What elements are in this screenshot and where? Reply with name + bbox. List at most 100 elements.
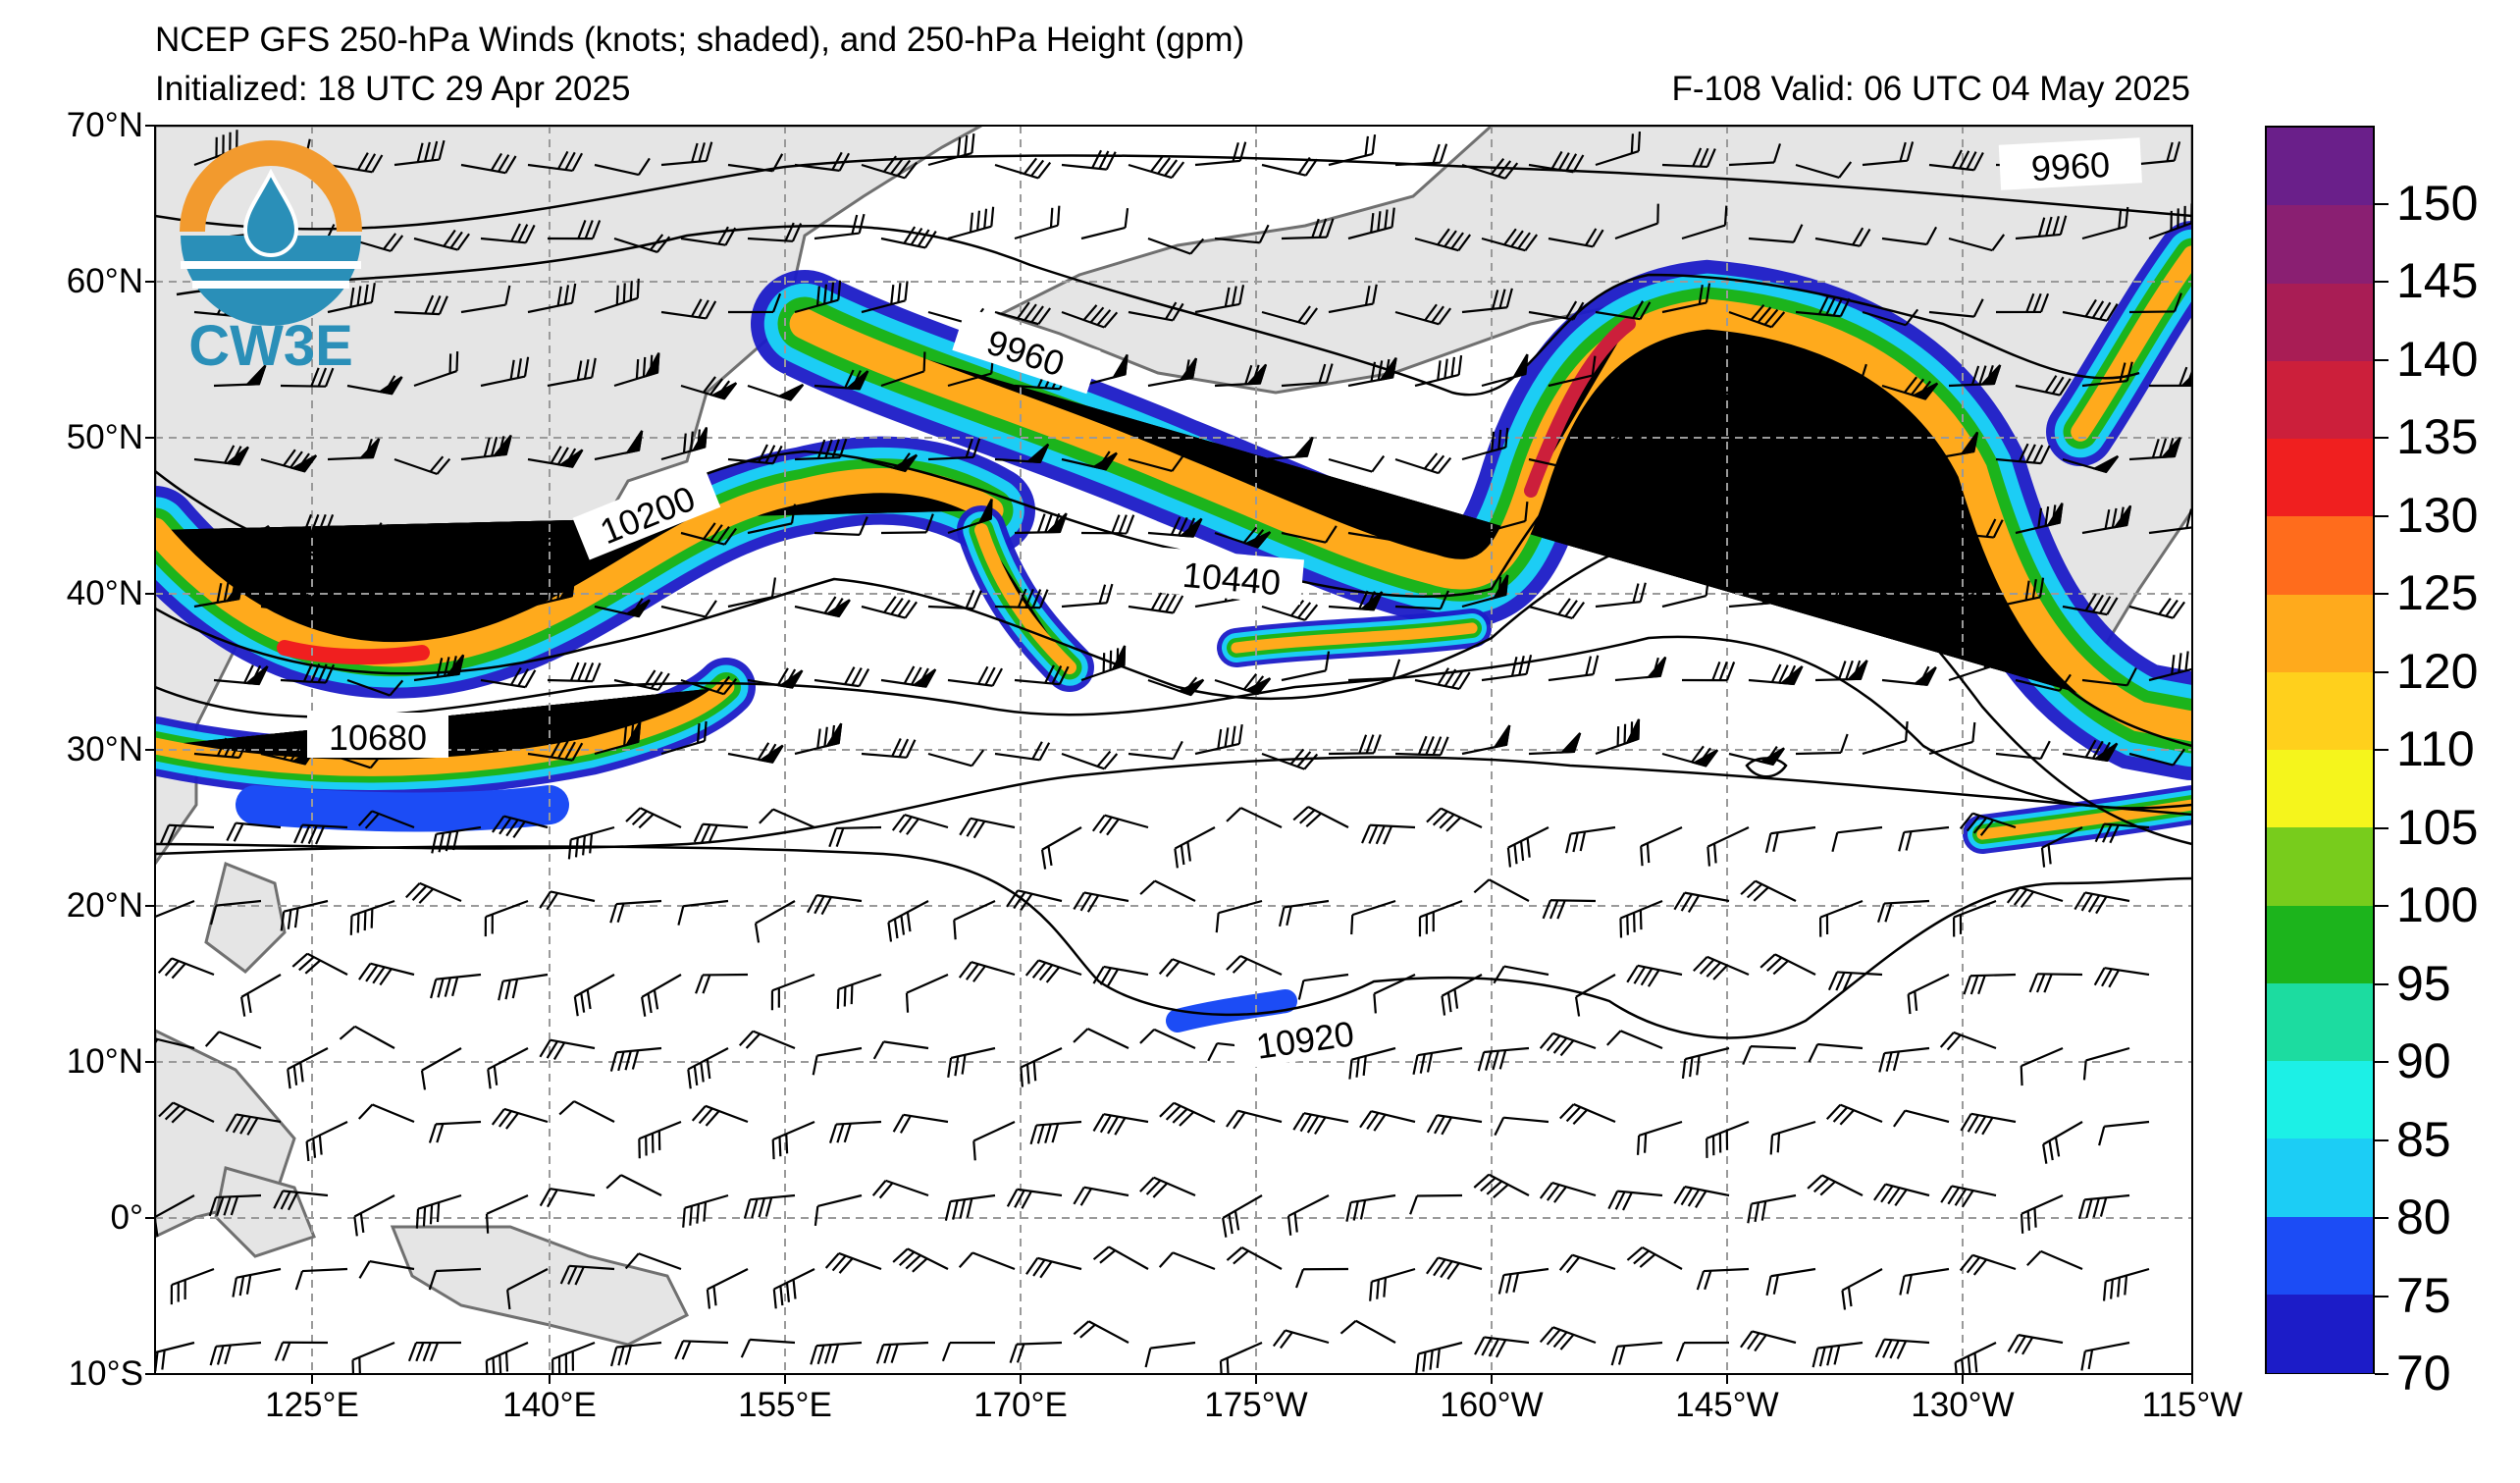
- wind-barb: [480, 522, 537, 542]
- wind-barb: [1328, 590, 1384, 611]
- colorbar-tick: [2375, 203, 2389, 205]
- wind-barb: [861, 452, 919, 473]
- wind-barb: [1995, 577, 2045, 609]
- wind-barb: [1795, 444, 1851, 464]
- wind-barb: [1565, 825, 1616, 854]
- wind-barb: [1222, 1194, 1263, 1238]
- colorbar-cell: [2267, 1139, 2373, 1217]
- wind-barb: [1461, 427, 1509, 461]
- wind-barb: [260, 593, 316, 613]
- wind-barb: [1696, 1267, 1750, 1291]
- wind-barb: [1862, 141, 1915, 167]
- wind-barb: [927, 438, 981, 461]
- wind-barb: [1159, 1101, 1216, 1127]
- wind-barb: [1640, 826, 1683, 867]
- wind-barb: [539, 890, 596, 911]
- wind-barb: [155, 899, 195, 919]
- lat-label: 50°N: [66, 418, 143, 456]
- wind-barb: [1040, 826, 1082, 870]
- wind-barb: [558, 1100, 615, 1123]
- wind-barb: [1661, 283, 1711, 314]
- wind-barb: [1940, 1185, 1997, 1208]
- wind-barb: [1261, 600, 1319, 621]
- wind-barb: [1548, 228, 1604, 248]
- wind-barb: [1928, 721, 1976, 756]
- wind-barb: [1907, 974, 1950, 1015]
- wind-barb: [193, 130, 238, 167]
- wind-barb: [2026, 1249, 2083, 1271]
- colorbar-label: 140: [2396, 331, 2479, 387]
- wind-barb: [1673, 891, 1730, 913]
- wind-barb: [1328, 133, 1377, 167]
- wind-barb: [551, 1341, 596, 1374]
- wind-barb: [1029, 1120, 1082, 1145]
- wind-barb: [1006, 1188, 1063, 1209]
- wind-barb: [2015, 503, 2064, 535]
- wind-barb: [1748, 499, 1794, 535]
- wind-barb: [346, 375, 403, 396]
- wind-barb: [413, 351, 459, 388]
- wind-barb: [1147, 357, 1197, 388]
- wind-barb: [1876, 899, 1930, 923]
- wind-barb: [407, 1341, 462, 1362]
- wind-barb: [1764, 825, 1816, 854]
- wind-barb: [1881, 226, 1938, 246]
- wind-barb: [1473, 1173, 1530, 1199]
- wind-barb: [1595, 582, 1647, 609]
- wind-barb: [1297, 973, 1349, 1000]
- wind-barb: [1219, 1341, 1263, 1374]
- wind-barb: [260, 449, 318, 473]
- colorbar-tick: [2375, 1295, 2389, 1298]
- wind-barb: [1740, 879, 1797, 902]
- wind-barb: [280, 513, 335, 535]
- wind-barb: [1497, 1267, 1549, 1295]
- wind-barb: [1728, 448, 1785, 470]
- wind-barb: [2102, 1267, 2150, 1301]
- wind-barb: [480, 223, 536, 244]
- wind-barb: [605, 1174, 662, 1196]
- colorbar-label: 105: [2396, 799, 2479, 855]
- wind-barb: [1528, 150, 1585, 174]
- wind-barb: [743, 1193, 796, 1219]
- wind-barb: [2077, 1193, 2130, 1219]
- wind-barb: [353, 1194, 395, 1237]
- wind-barb: [1474, 1336, 1530, 1358]
- colorbar-label: 85: [2396, 1111, 2451, 1167]
- wind-barb: [994, 301, 1052, 326]
- wind-barb: [1795, 584, 1848, 609]
- wind-barb: [1061, 304, 1119, 329]
- wind-barb: [240, 974, 282, 1017]
- wind-barb: [193, 737, 249, 760]
- wind-barb: [1681, 384, 1739, 402]
- wind-barb: [484, 899, 529, 937]
- wind-barb: [1073, 1186, 1129, 1206]
- wind-barb: [292, 823, 348, 845]
- wind-barb: [1995, 740, 2051, 761]
- wind-barb: [1414, 354, 1463, 388]
- wind-barb: [814, 213, 866, 240]
- wind-barb: [1092, 1113, 1149, 1136]
- colorbar-cell: [2267, 1061, 2373, 1139]
- lat-label: 60°N: [66, 262, 143, 300]
- wind-barb: [1706, 826, 1750, 867]
- wind-barb: [204, 1031, 262, 1050]
- wind-barb: [413, 229, 470, 251]
- wind-barb: [1339, 1319, 1396, 1344]
- colorbar-tick: [2375, 905, 2389, 908]
- wind-barb: [1874, 1338, 1930, 1359]
- wind-barb: [1158, 958, 1216, 978]
- wind-barb: [539, 1038, 596, 1061]
- wind-barb: [274, 1341, 329, 1361]
- wind-barb: [291, 952, 348, 976]
- colorbar-label: 100: [2396, 877, 2479, 933]
- wind-barb: [1827, 971, 1883, 991]
- wind-barb: [2128, 437, 2181, 461]
- wind-barb: [927, 589, 982, 610]
- wind-barb: [861, 155, 919, 180]
- wind-barb: [1147, 516, 1203, 538]
- wind-barb: [682, 1193, 729, 1228]
- wind-barb: [1061, 750, 1119, 770]
- wind-barb: [2128, 748, 2185, 767]
- wind-barb: [280, 367, 335, 388]
